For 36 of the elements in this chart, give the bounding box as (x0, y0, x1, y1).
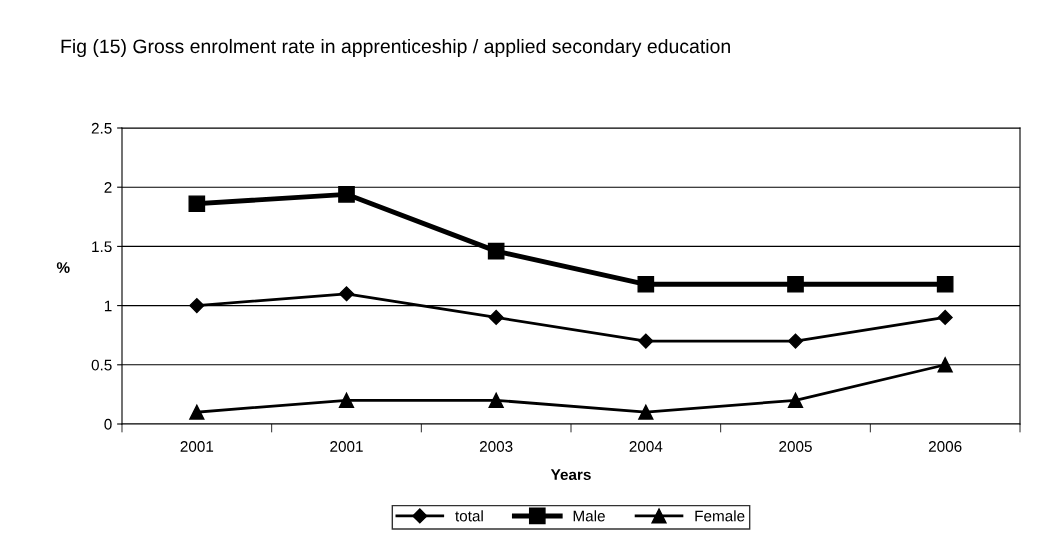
point (787, 275, 804, 293)
x-tick-label: 2003 (479, 441, 513, 452)
legend-label: Female (695, 510, 745, 522)
point (189, 404, 205, 420)
y-axis-title: % (56, 262, 70, 273)
chart-title: Fig (15) Gross enrolment rate in apprenticeship / applied secondary education (61, 38, 730, 58)
point (937, 309, 953, 326)
point (338, 392, 355, 408)
point (338, 286, 355, 302)
legend-label: total (455, 510, 483, 522)
point (936, 275, 954, 293)
point (488, 309, 504, 326)
y-tick-label: 1.5 (92, 241, 112, 253)
y-tick-label: 2.5 (91, 122, 112, 134)
y-tick-label: 0.5 (91, 359, 112, 371)
point (787, 392, 804, 408)
point (638, 333, 654, 349)
point (638, 404, 654, 420)
x-tick-label: 2005 (779, 441, 812, 452)
legend-label: Male (573, 510, 605, 522)
y-tick-label: 2 (104, 182, 112, 193)
point (189, 298, 205, 314)
x-tick-label: 2006 (928, 441, 962, 452)
x-axis-title: Years (550, 469, 591, 481)
point (338, 185, 355, 203)
point (188, 195, 206, 213)
x-tick-label: 2004 (629, 441, 663, 452)
y-tick-label: 0 (104, 418, 112, 430)
point (637, 275, 655, 293)
y-tick-label: 1 (104, 300, 112, 312)
point (787, 333, 804, 349)
point (487, 242, 505, 260)
point (488, 392, 504, 408)
point (937, 357, 953, 373)
x-tick-label: 2001 (180, 441, 214, 452)
x-tick-label: 2001 (330, 441, 363, 452)
